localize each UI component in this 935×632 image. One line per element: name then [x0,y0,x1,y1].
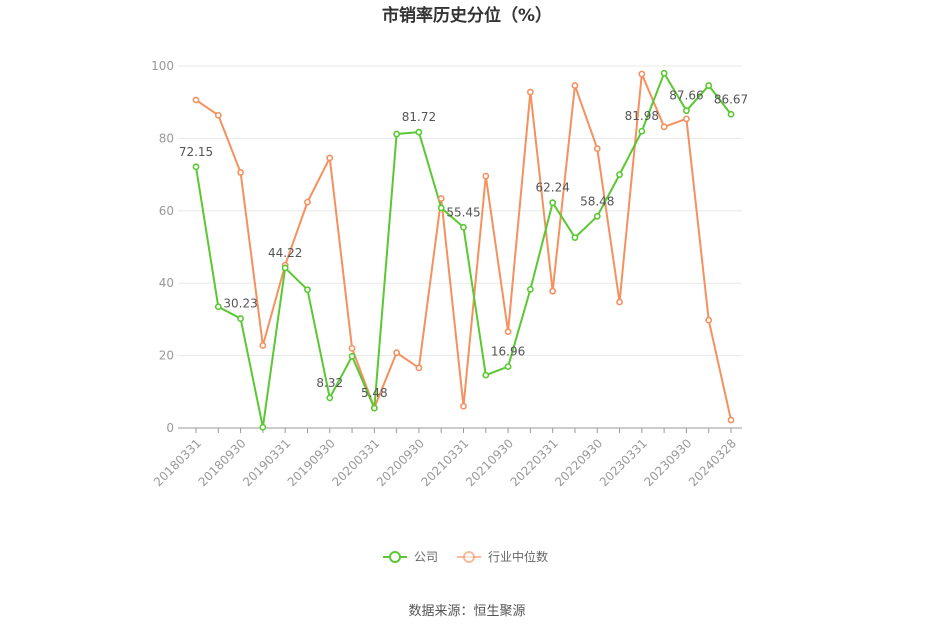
chart-title: 市销率历史分位（%） [382,5,552,26]
data-point-s0-2 [237,315,244,322]
data-point-s1-22 [683,115,690,123]
data-label-0: 72.15 [179,145,213,159]
y-tick-label-0: 0 [166,421,174,435]
data-label-6: 8.32 [316,376,343,390]
data-point-s0-5 [304,286,311,294]
data-labels: 72.15 30.23 44.22 8.32 5.48 81.72 55.45 16.96 62… [179,89,748,400]
data-points [192,69,735,431]
data-point-s0-24 [727,110,735,118]
data-point-s0-13 [482,371,490,379]
data-point-s1-13 [482,172,490,180]
data-point-s1-16 [549,287,557,295]
x-tick-label: 20220331 [508,436,561,489]
data-point-s0-18 [593,212,601,220]
x-tick-label: 20200930 [374,436,427,489]
data-point-s0-23 [705,82,713,89]
y-tick-label-40: 40 [159,276,174,290]
data-point-s1-6 [326,154,334,162]
data-point-s1-12 [460,402,467,410]
data-point-s1-2 [237,169,244,176]
data-point-s1-5 [304,198,311,206]
legend: 公司 行业中位数 [383,549,548,564]
data-point-s0-9 [393,130,401,138]
data-label-14: 16.96 [491,345,525,359]
data-point-s1-11 [437,195,445,202]
data-point-s0-20 [638,127,646,135]
y-tick-label-100: 100 [151,59,174,73]
data-point-s0-10 [415,128,423,136]
data-point-s1-1 [214,111,222,119]
data-point-s1-20 [638,70,646,78]
data-point-s0-4 [281,264,289,272]
legend-label-industry: 行业中位数 [488,549,548,564]
data-point-s0-6 [326,394,334,402]
data-label-24: 86.67 [714,92,748,106]
data-label-22: 87.66 [669,89,703,103]
x-tick-label: 20230930 [641,436,694,489]
data-point-s1-21 [660,123,668,131]
data-point-s0-12 [460,223,467,231]
data-point-s1-10 [415,364,423,372]
data-point-s0-16 [549,199,557,207]
data-label-8: 5.48 [361,386,388,400]
y-axis: 0 20 40 60 80 100 [151,59,174,435]
data-label-18: 58.48 [580,194,614,208]
y-tick-label-60: 60 [159,204,174,218]
data-point-s1-3 [259,342,267,349]
data-label-20: 81.98 [625,109,659,123]
x-tick-label: 20190331 [240,436,293,489]
data-point-s0-22 [683,107,690,115]
x-tick-label: 20240328 [686,436,739,489]
legend-item-industry[interactable]: 行业中位数 [457,549,548,564]
data-point-s0-19 [616,171,623,178]
data-point-s1-19 [616,298,623,306]
legend-item-company[interactable]: 公司 [383,550,438,564]
data-point-s1-15 [526,88,534,96]
data-point-s0-3 [259,423,267,431]
legend-label-company: 公司 [414,550,438,564]
grid [178,65,742,357]
data-point-s0-1 [214,303,222,311]
data-label-10: 81.72 [402,110,436,124]
data-point-s0-8 [370,404,378,412]
source-note: 数据来源：恒生聚源 [408,604,525,619]
data-point-s0-14 [504,363,512,371]
data-point-s1-14 [504,328,512,336]
y-tick-label-80: 80 [159,131,174,145]
data-point-s1-24 [727,416,735,424]
data-point-s1-17 [571,82,579,89]
data-point-s1-9 [393,349,401,357]
data-point-s0-11 [437,204,445,212]
data-point-s0-0 [192,163,200,171]
data-point-s0-15 [526,285,534,293]
data-label-4: 44.22 [268,246,302,260]
data-point-s1-0 [192,96,200,104]
data-point-s0-7 [348,352,356,360]
data-point-s1-18 [593,145,601,152]
data-label-16: 62.24 [535,181,569,195]
data-point-s1-7 [348,344,356,352]
data-point-s0-21 [660,69,668,77]
legend-marker-company [389,551,401,563]
data-label-12: 55.45 [446,205,480,219]
x-axis: 2018033120180930201903312019093020200331… [151,427,742,489]
legend-marker-industry [463,551,475,563]
data-point-s1-23 [705,316,713,324]
data-label-2: 30.23 [223,297,257,311]
data-point-s0-17 [571,234,579,241]
y-tick-label-20: 20 [159,349,174,363]
